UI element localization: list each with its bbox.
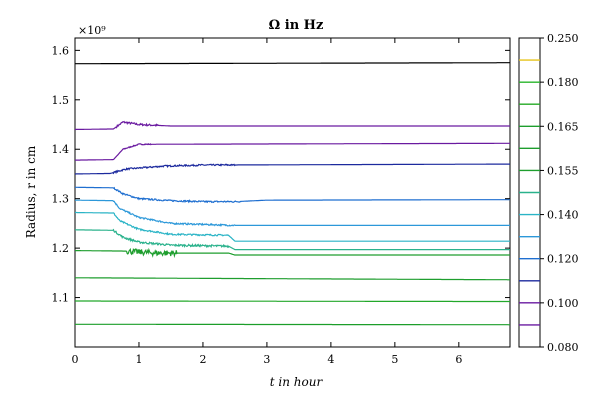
y-scale-label: ×10⁹ [78,24,106,37]
y-tick-label: 1.3 [52,193,70,206]
colorbar-tick-label: 0.140 [547,209,579,222]
series-line-r9 [75,277,510,281]
plot-frame [74,37,511,348]
series-line-r0 [75,62,510,65]
series-layer [75,62,510,326]
colorbar-tick-label: 0.165 [547,120,579,133]
colorbar-tick-label: 0.180 [547,76,579,89]
colorbar-tick-label: 0.250 [547,32,579,45]
y-tick-label: 1.1 [52,292,70,305]
series-line-r4 [75,186,510,204]
colorbar-tick-label: 0.080 [547,341,579,354]
series-line-r3 [75,163,510,175]
y-tick-label: 1.2 [52,242,70,255]
colorbar-tick-label: 0.155 [547,164,579,177]
series-line-r7 [75,228,510,251]
series-line-r1 [75,120,510,131]
colorbar-ticks: 0.250 0.180 0.165 0.155 0.140 0.120 0.100 0.080 [540,32,579,354]
colorbar-tick-label: 0.100 [547,297,579,310]
colorbar-tick-label: 0.120 [547,253,579,266]
x-tick-label: 2 [199,353,206,366]
x-tick-label: 0 [72,353,79,366]
series-line-r6 [75,211,510,242]
y-axis-label: Radius, r in cm [24,145,38,238]
chart-title: Ω in Hz [269,18,324,33]
x-tick-label: 1 [135,353,142,366]
x-tick-label: 3 [263,353,270,366]
series-line-r10 [75,300,510,303]
x-ticks: 0 1 2 3 4 5 6 [72,38,462,366]
colorbar [518,37,541,348]
y-tick-label: 1.5 [52,94,70,107]
series-line-r11 [75,323,510,326]
series-line-r8 [75,247,510,259]
x-tick-label: 4 [327,353,334,366]
y-tick-label: 1.6 [52,44,70,57]
plot-border [74,37,511,348]
y-tick-label: 1.4 [52,143,70,156]
x-axis-label: t in hour [270,375,324,389]
x-tick-label: 5 [391,353,398,366]
series-line-r2 [75,142,510,161]
y-ticks: 1.1 1.2 1.3 1.4 1.5 1.6 [52,44,510,305]
series-line-r5 [75,199,510,228]
x-tick-label: 6 [455,353,462,366]
